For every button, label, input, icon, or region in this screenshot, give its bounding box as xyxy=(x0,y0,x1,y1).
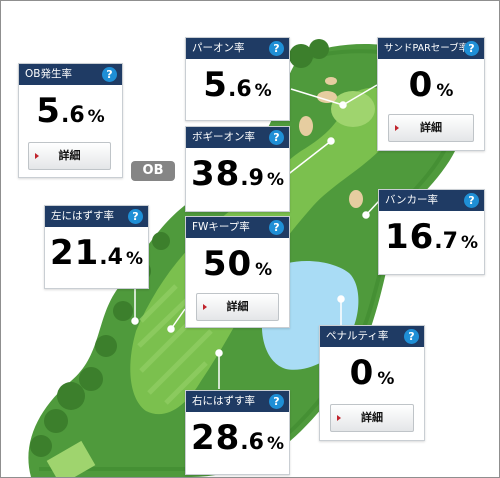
detail-button[interactable]: 詳細 xyxy=(388,114,474,142)
bunker-3 xyxy=(349,190,363,208)
card-header: ボギーオン率 ? xyxy=(186,127,289,148)
help-icon[interactable]: ? xyxy=(404,329,419,344)
detail-button[interactable]: 詳細 xyxy=(330,404,414,432)
card-penalty-rate: ペナルティ率 ? 0% 詳細 xyxy=(319,325,425,441)
arrow-icon xyxy=(203,304,207,310)
help-icon[interactable]: ? xyxy=(269,220,284,235)
card-title: サンドPARセーブ率 xyxy=(384,43,469,54)
stat-value: 16.7% xyxy=(384,217,479,257)
arrow-icon xyxy=(35,153,39,159)
bunker-2 xyxy=(299,116,313,136)
card-header: サンドPARセーブ率 ? xyxy=(378,38,484,59)
stat-value: 0% xyxy=(408,65,454,105)
bunker-1 xyxy=(317,91,337,103)
card-sand-save-rate: サンドPARセーブ率 ? 0% 詳細 xyxy=(377,37,485,151)
card-header: パーオン率 ? xyxy=(186,38,289,59)
stat-value: 0% xyxy=(349,353,395,393)
arrow-icon xyxy=(337,415,341,421)
card-bogey-on-rate: ボギーオン率 ? 38.9% xyxy=(185,126,290,212)
card-right-miss-rate: 右にはずす率 ? 28.6% xyxy=(185,390,290,475)
putting-green xyxy=(331,91,375,127)
card-bunker-rate: バンカー率 ? 16.7% xyxy=(378,189,485,275)
stat-value: 5.6% xyxy=(36,91,105,131)
stat-value: 38.9% xyxy=(190,154,285,194)
card-header: 左にはずす率 ? xyxy=(45,206,148,227)
card-ob-rate: OB発生率 ? 5.6% 詳細 xyxy=(18,63,123,178)
help-icon[interactable]: ? xyxy=(102,67,117,82)
card-title: 右にはずす率 xyxy=(192,395,255,407)
help-icon[interactable]: ? xyxy=(269,41,284,56)
stat-value: 5.6% xyxy=(203,65,272,105)
help-icon[interactable]: ? xyxy=(269,130,284,145)
card-header: 右にはずす率 ? xyxy=(186,391,289,412)
tee-box xyxy=(46,440,96,477)
card-title: FWキープ率 xyxy=(192,221,250,233)
card-fw-keep-rate: FWキープ率 ? 50% 詳細 xyxy=(185,216,290,328)
detail-button[interactable]: 詳細 xyxy=(28,142,111,170)
bunker-4 xyxy=(325,77,337,85)
card-par-on-rate: パーオン率 ? 5.6% xyxy=(185,37,290,121)
stat-value: 21.4% xyxy=(49,233,144,273)
card-header: ペナルティ率 ? xyxy=(320,326,424,347)
card-left-miss-rate: 左にはずす率 ? 21.4% xyxy=(44,205,149,289)
ob-badge: OB xyxy=(131,161,175,181)
stat-value: 28.6% xyxy=(190,418,285,458)
card-header: バンカー率 ? xyxy=(379,190,484,211)
detail-button[interactable]: 詳細 xyxy=(196,293,279,321)
arrow-icon xyxy=(395,125,399,131)
connector-lines xyxy=(120,84,380,389)
stat-value: 50% xyxy=(202,244,273,284)
card-title: OB発生率 xyxy=(25,68,72,80)
card-title: 左にはずす率 xyxy=(51,210,114,222)
card-title: ボギーオン率 xyxy=(192,131,255,143)
help-icon[interactable]: ? xyxy=(464,193,479,208)
help-icon[interactable]: ? xyxy=(128,209,143,224)
card-title: ペナルティ率 xyxy=(326,330,389,342)
card-title: バンカー率 xyxy=(385,194,439,206)
card-header: OB発生率 ? xyxy=(19,64,122,85)
help-icon[interactable]: ? xyxy=(269,394,284,409)
help-icon[interactable]: ? xyxy=(464,41,479,56)
card-title: パーオン率 xyxy=(192,42,245,54)
card-header: FWキープ率 ? xyxy=(186,217,289,238)
